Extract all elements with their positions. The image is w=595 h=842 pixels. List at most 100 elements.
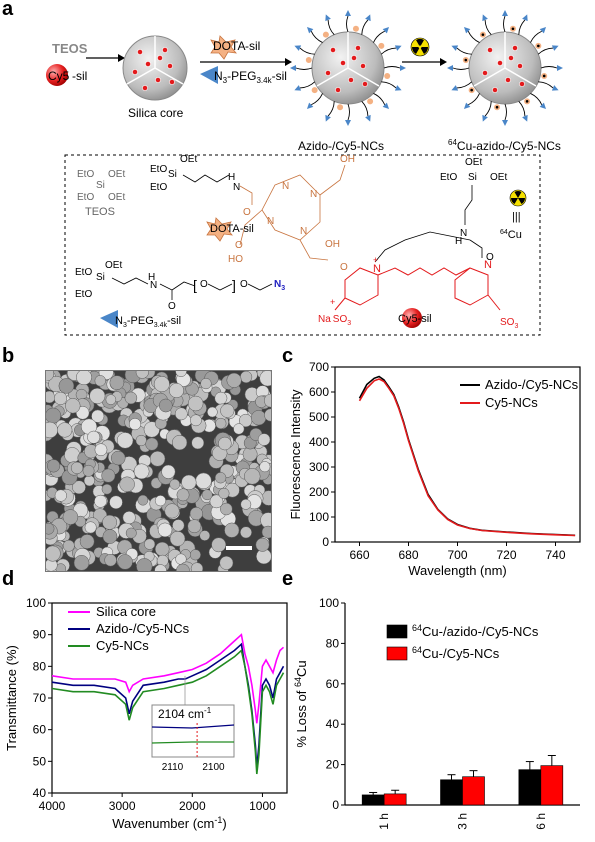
y-tick-label: 40 [33, 786, 47, 800]
n3-peg-triangle-icon [200, 66, 218, 84]
svg-text:N: N [373, 263, 381, 275]
svg-text:N3-PEG3.4k-sil: N3-PEG3.4k-sil [115, 315, 181, 329]
series-line-2 [51, 642, 285, 768]
y-tick-label: 90 [33, 628, 47, 642]
fluorescence-chart: 660 680 700 720 740 0 100 200 300 400 500 600 700 Azi… [288, 360, 581, 578]
bar [540, 765, 564, 806]
x-axis-label: Wavenumber (cm-1) [112, 815, 226, 831]
y-tick-label: 60 [326, 677, 340, 691]
bar [383, 793, 407, 806]
svg-text:EtO: EtO [150, 182, 167, 193]
svg-text:OH: OH [325, 239, 340, 250]
bar [361, 794, 385, 806]
azido-nc-label: Azido-/Cy5-NCs [298, 139, 384, 153]
svg-text:O: O [240, 279, 248, 290]
svg-text:Si: Si [468, 172, 477, 183]
x-tick-label: 700 [447, 548, 467, 562]
svg-text:+: + [330, 297, 335, 307]
y-tick-label: 200 [309, 485, 329, 499]
triple-bar: ||| [512, 211, 521, 223]
n3-peg-sil-structure: EtO OEt Si EtO H N O [ O ] O N3 N3-PEG3.… [75, 260, 285, 329]
svg-text:Si: Si [96, 272, 105, 283]
svg-text:TEOS: TEOS [85, 206, 115, 218]
svg-text:Cy5-sil: Cy5-sil [398, 313, 432, 325]
y-tick-label: 50 [33, 754, 47, 768]
svg-text:OEt: OEt [465, 157, 482, 168]
bar [462, 776, 485, 806]
svg-text:O: O [235, 240, 243, 251]
y-tick-label: 60 [33, 723, 47, 737]
svg-text:N: N [484, 259, 492, 271]
y-tick-label: 600 [309, 385, 329, 399]
svg-text:OEt: OEt [105, 260, 122, 271]
svg-text:EtO: EtO [77, 192, 94, 203]
legend-label: Azido-/Cy5-NCs [485, 377, 579, 392]
panel-label-d: d [2, 568, 15, 590]
y-tick-label: 400 [309, 435, 329, 449]
y-tick-label: 100 [309, 510, 329, 524]
svg-text:N: N [267, 216, 274, 227]
svg-text:EtO: EtO [440, 172, 457, 183]
svg-text:H: H [228, 172, 235, 183]
svg-text:OEt: OEt [108, 169, 125, 180]
category-label: 3 h [456, 813, 470, 830]
inset-tick-label: 2110 [162, 762, 184, 773]
svg-text:O: O [168, 301, 176, 312]
n3-peg-label: N3-PEG3.4k-sil [214, 69, 287, 85]
ftir-chart: 4000 3000 2000 1000 40 50 60 70 80 90 100 Silica co… [4, 596, 288, 831]
y-tick-label: 80 [326, 636, 340, 650]
svg-text:]: ] [232, 277, 236, 293]
svg-text:N: N [310, 189, 317, 200]
svg-text:N: N [150, 280, 157, 291]
y-axis-label: Fluorescence Intensity [288, 389, 303, 520]
legend-label: Cy5-NCs [96, 638, 149, 653]
cy5-sil-structure: EtO OEt Si OEt N H O N + N Na SO3 + SO3 C… [318, 157, 518, 330]
svg-text:SO3: SO3 [500, 317, 518, 330]
cu-azido-nc-particle [447, 10, 563, 126]
series-line-3 [51, 648, 285, 775]
svg-text:DOTA-sil: DOTA-sil [210, 223, 254, 235]
legend-swatch [386, 624, 408, 639]
x-tick-label: 1000 [249, 799, 276, 813]
dota-label-suffix: -sil [245, 39, 260, 53]
bar [440, 779, 463, 806]
x-tick-label: 660 [349, 548, 369, 562]
category-label: 6 h [534, 813, 548, 830]
svg-text:HO: HO [228, 254, 243, 265]
arrow-1-head [118, 54, 125, 62]
svg-text:N: N [282, 181, 289, 192]
legend-label: Cy5-NCs [485, 395, 538, 410]
dota-sil-structure: EtO OEt Si EtO H N O N N N N OH OH O HO … [150, 154, 355, 273]
svg-text:N: N [300, 226, 307, 237]
inset-tick-label: 2100 [202, 762, 225, 773]
series-line-2 [358, 378, 576, 537]
legend-label: Azido-/Cy5-NCs [96, 621, 190, 636]
inset-frame [151, 704, 235, 758]
cu-nc-label: 64Cu-azido-/Cy5-NCs [448, 138, 561, 153]
y-tick-label: 70 [33, 691, 47, 705]
svg-text:OH: OH [340, 154, 355, 165]
arrow-3-head [440, 58, 447, 66]
cy5-sphere-icon [46, 64, 68, 86]
teos-label: TEOS [52, 41, 88, 56]
x-axis-label: Wavelength (nm) [408, 563, 507, 578]
svg-text:Si: Si [168, 169, 177, 180]
svg-text:H: H [455, 236, 462, 247]
legend-label: 64Cu-/azido-/Cy5-NCs [412, 623, 539, 639]
x-tick-label: 680 [398, 548, 418, 562]
svg-text:O: O [200, 279, 208, 290]
svg-text:EtO: EtO [77, 169, 94, 180]
y-tick-label: 100 [26, 596, 46, 610]
svg-text:N: N [460, 228, 467, 239]
inset-line-azido [151, 724, 235, 729]
dota-star-icon [210, 35, 237, 60]
svg-text:EtO: EtO [150, 164, 167, 175]
svg-text:O: O [486, 252, 494, 263]
y-axis-label: % Loss of 64Cu [293, 660, 309, 747]
svg-text:EtO: EtO [75, 289, 92, 300]
bar [518, 769, 542, 806]
arrow-2-head [285, 58, 292, 66]
svg-text:N3: N3 [274, 279, 285, 292]
cu-legend-label: 64Cu [500, 229, 522, 241]
